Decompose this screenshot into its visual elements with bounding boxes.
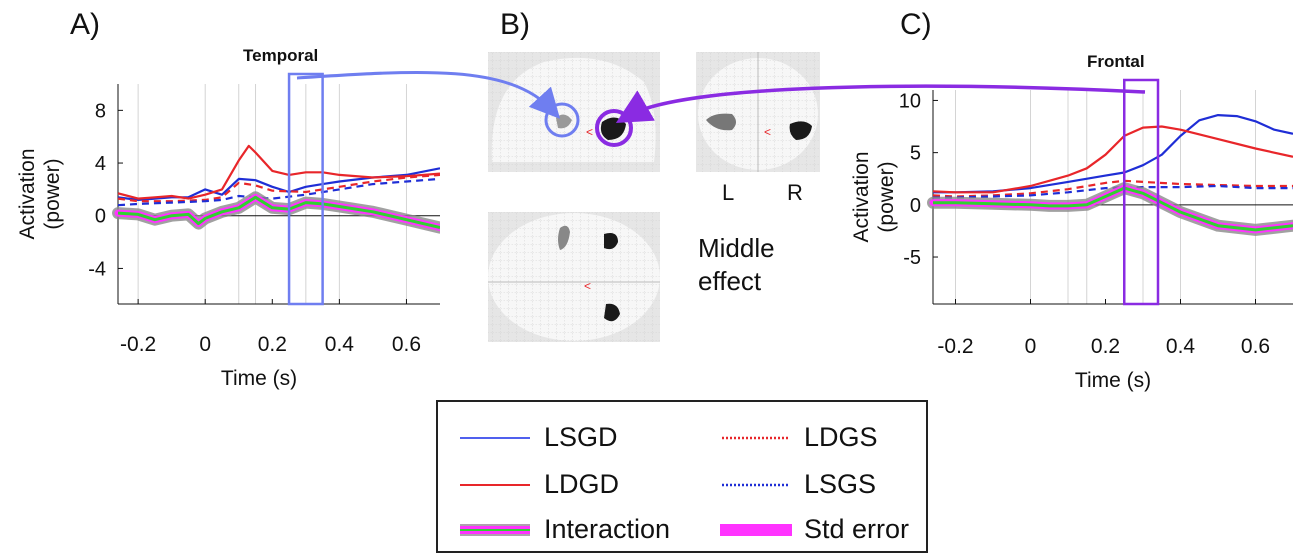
x-tick-label: 0.6 bbox=[392, 333, 421, 356]
panel-c-label: C) bbox=[900, 8, 932, 41]
legend-label-ldgd: LDGD bbox=[544, 469, 620, 499]
y-axis-label: Activation(power) bbox=[850, 151, 898, 242]
y-tick-label: 10 bbox=[899, 90, 921, 112]
x-tick-label: -0.2 bbox=[120, 333, 156, 356]
transverse-view: < bbox=[488, 212, 660, 342]
y-tick-label: 8 bbox=[95, 100, 106, 122]
lsgd-line bbox=[933, 114, 1293, 194]
x-axis-label: Time (s) bbox=[1075, 369, 1151, 392]
x-tick-label: 0.2 bbox=[1091, 335, 1120, 358]
x-tick-label: 0.4 bbox=[325, 333, 355, 356]
y-tick-label: 0 bbox=[95, 206, 106, 228]
legend-label-lsgs: LSGS bbox=[804, 469, 877, 499]
interaction-line bbox=[117, 195, 440, 230]
y-tick-label: -5 bbox=[903, 247, 921, 269]
legend-swatch-std-error bbox=[720, 524, 792, 536]
legend-label-lsgd: LSGD bbox=[544, 422, 618, 452]
panel-a-label: A) bbox=[70, 8, 100, 41]
y-axis-label: Activation(power) bbox=[16, 148, 64, 239]
svg-text:<: < bbox=[584, 279, 591, 293]
legend-label-std-error: Std error bbox=[804, 514, 910, 544]
svg-text:<: < bbox=[764, 125, 771, 139]
x-tick-label: 0.4 bbox=[1166, 335, 1196, 358]
y-tick-label: 0 bbox=[910, 195, 921, 217]
svg-text:<: < bbox=[586, 125, 593, 139]
temporal-chart: -4 0 4 8 -0.2 0 0.2 0.4 0.6 Time (s) Activation(po… bbox=[16, 72, 440, 390]
transverse-blob-right-top bbox=[604, 233, 618, 250]
left-hemisphere-label: L bbox=[722, 180, 735, 205]
transverse-blob-right-bottom bbox=[604, 303, 620, 322]
legend-label-interaction: Interaction bbox=[544, 514, 671, 544]
temporal-title: Temporal bbox=[243, 46, 319, 65]
x-axis-label: Time (s) bbox=[221, 367, 297, 390]
x-tick-label: 0 bbox=[199, 333, 211, 356]
ldgd-line bbox=[117, 144, 440, 200]
legend: LSGD LDGS LDGD LSGS Interaction Std erro… bbox=[436, 400, 928, 553]
frontal-chart: -5 0 5 10 -0.2 0 0.2 0.4 0.6 Time (s) Activation(p… bbox=[850, 78, 1293, 392]
x-tick-label: 0.6 bbox=[1241, 335, 1270, 358]
time-window-box bbox=[1123, 78, 1160, 306]
middle-effect-line-2: effect bbox=[698, 266, 762, 296]
panel-b-label: B) bbox=[500, 8, 530, 41]
x-tick-label: -0.2 bbox=[937, 335, 973, 358]
right-hemisphere-label: R bbox=[787, 180, 803, 205]
lsgd-line bbox=[117, 167, 440, 201]
interaction-line bbox=[933, 186, 1293, 232]
coronal-view: < bbox=[696, 52, 820, 172]
y-tick-label: 4 bbox=[95, 153, 106, 175]
sagittal-view: < bbox=[488, 52, 660, 172]
y-tick-label: 5 bbox=[910, 143, 921, 165]
ldgd-line bbox=[932, 125, 1293, 194]
legend-label-ldgs: LDGS bbox=[804, 422, 878, 452]
middle-effect-text: Middle effect bbox=[698, 232, 775, 298]
frontal-title: Frontal bbox=[1087, 52, 1145, 71]
middle-effect-line-1: Middle bbox=[698, 233, 775, 263]
x-tick-label: 0 bbox=[1025, 335, 1037, 358]
transverse-blob-left bbox=[558, 225, 570, 250]
x-tick-label: 0.2 bbox=[258, 333, 287, 356]
ldgs-line bbox=[117, 173, 440, 203]
y-tick-label: -4 bbox=[88, 258, 106, 280]
brain-glass-views: < < bbox=[488, 52, 660, 342]
